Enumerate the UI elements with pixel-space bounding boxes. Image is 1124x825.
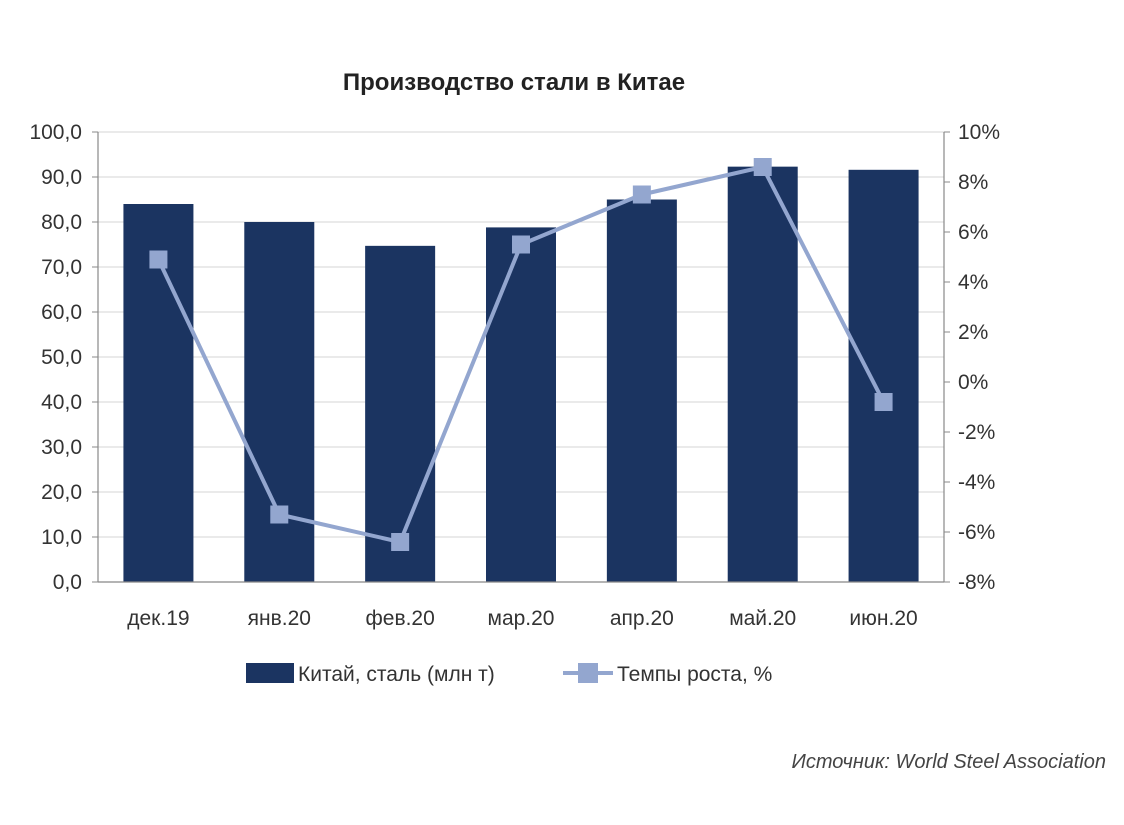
bar-май.20 [727, 166, 798, 582]
legend-label-line: Темпы роста, % [617, 663, 772, 686]
bar-series [123, 166, 919, 583]
bar-фев.20 [365, 245, 436, 582]
right-tick-label: 2% [958, 321, 988, 344]
right-tick-label: -8% [958, 571, 995, 594]
right-tick-label: -6% [958, 521, 995, 544]
legend-label-bar: Китай, сталь (млн т) [298, 663, 495, 686]
growth-marker-дек.19 [149, 250, 168, 269]
right-axis-ticks: -8% -6% -4% -2% 0% 2% 4% 6% 8% 10% [944, 121, 1000, 594]
left-tick-label: 70,0 [41, 256, 82, 279]
bar-июн.20 [848, 169, 919, 583]
left-tick-label: 60,0 [41, 301, 82, 324]
right-tick-label: -4% [958, 471, 995, 494]
x-axis-ticks: дек.19 янв.20 фев.20 мар.20 апр.20 май.20 июн.… [127, 607, 917, 630]
left-tick-label: 40,0 [41, 391, 82, 414]
left-axis-ticks: 0,0 10,0 20,0 30,0 40,0 50,0 60,0 70,0 80,0 90,0 1… [29, 121, 98, 594]
left-tick-label: 100,0 [29, 121, 82, 144]
left-tick-label: 20,0 [41, 481, 82, 504]
line-series [149, 158, 893, 551]
x-tick-label: апр.20 [610, 607, 674, 630]
x-tick-label: май.20 [729, 607, 796, 630]
growth-marker-июн.20 [874, 393, 893, 411]
left-tick-label: 30,0 [41, 436, 82, 459]
x-tick-label: дек.19 [127, 607, 189, 630]
x-tick-label: фев.20 [365, 607, 434, 630]
x-tick-label: янв.20 [248, 607, 311, 630]
growth-marker-мар.20 [512, 235, 530, 254]
left-tick-label: 50,0 [41, 346, 82, 369]
left-tick-label: 10,0 [41, 526, 82, 549]
right-tick-label: 10% [958, 121, 1000, 144]
right-tick-label: -2% [958, 421, 995, 444]
left-tick-label: 0,0 [53, 571, 82, 594]
left-tick-label: 90,0 [41, 166, 82, 189]
growth-marker-янв.20 [270, 505, 289, 524]
bar-мар.20 [486, 227, 556, 582]
x-tick-label: мар.20 [488, 607, 555, 630]
left-tick-label: 80,0 [41, 211, 82, 234]
chart-title: Производство стали в Китае [343, 69, 685, 96]
legend: Китай, сталь (млн т) Темпы роста, % [246, 663, 772, 686]
legend-swatch-marker [578, 663, 598, 683]
legend-swatch-bar [246, 663, 294, 683]
x-tick-label: июн.20 [849, 607, 917, 630]
bar-апр.20 [606, 199, 677, 582]
right-tick-label: 8% [958, 171, 988, 194]
growth-marker-май.20 [753, 158, 772, 176]
source-note: Источник: World Steel Association [792, 751, 1106, 773]
right-tick-label: 4% [958, 271, 988, 294]
bar-янв.20 [244, 222, 315, 582]
growth-marker-фев.20 [391, 533, 410, 551]
growth-marker-апр.20 [632, 185, 651, 204]
right-tick-label: 0% [958, 371, 988, 394]
right-tick-label: 6% [958, 221, 988, 244]
